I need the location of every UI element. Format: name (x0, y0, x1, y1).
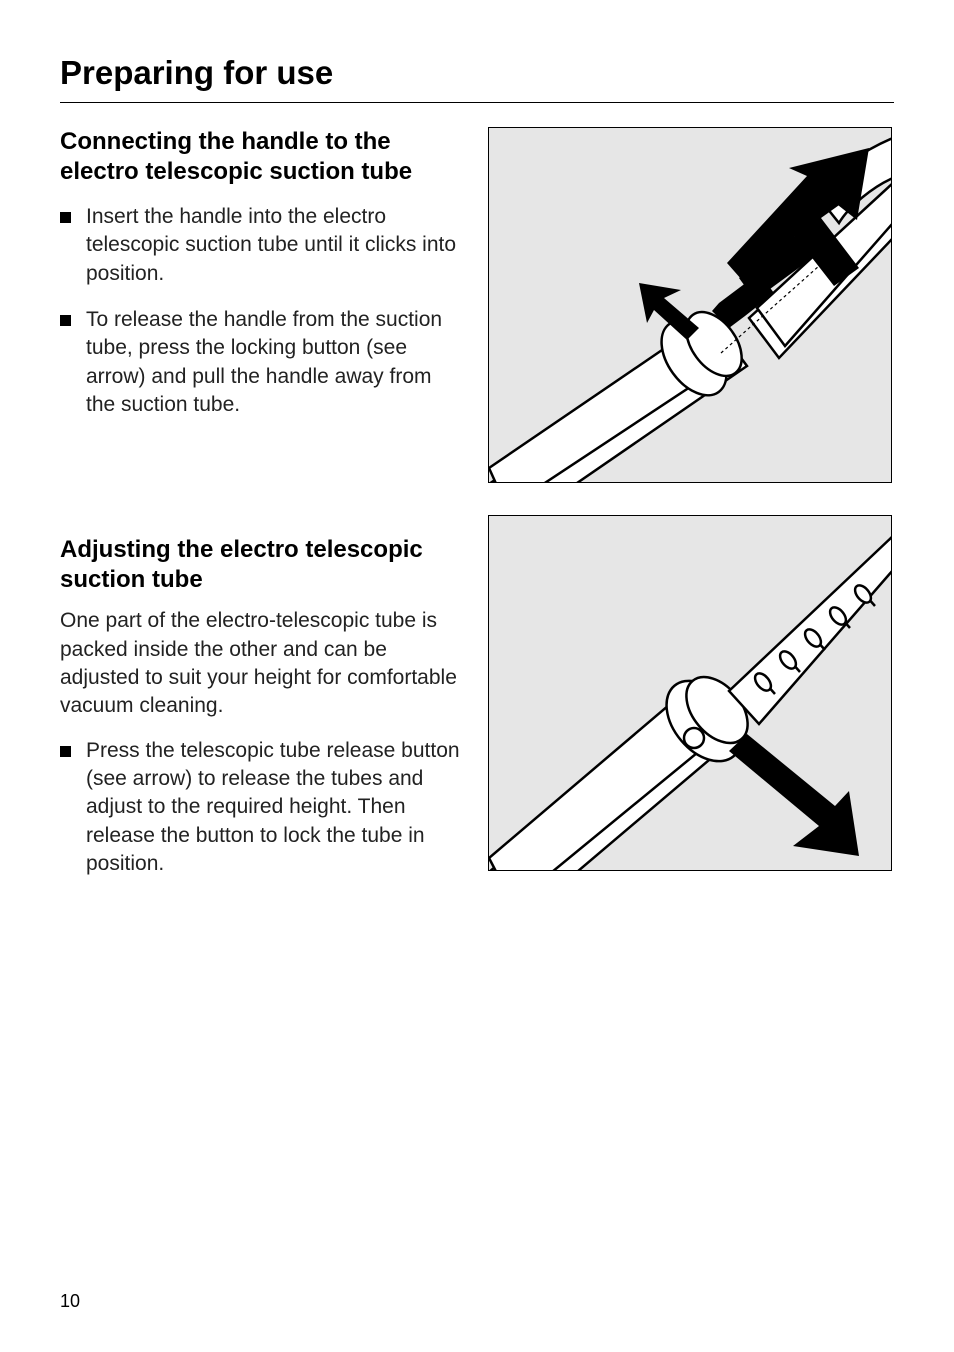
text-column: Connecting the handle to the electro tel… (60, 127, 460, 903)
illustration-column (488, 127, 894, 903)
content-columns: Connecting the handle to the electro tel… (60, 127, 894, 903)
section-heading: Adjusting the electro telescopic suction… (60, 535, 460, 595)
tube-adjustment-svg (489, 516, 892, 871)
page-title: Preparing for use (60, 54, 894, 92)
section-connecting-handle: Connecting the handle to the electro tel… (60, 127, 460, 419)
list-item: To release the handle from the suction t… (60, 306, 460, 419)
list-item: Press the telescopic tube release button… (60, 737, 460, 879)
bullet-list: Insert the handle into the electro teles… (60, 203, 460, 419)
section-heading: Connecting the handle to the electro tel… (60, 127, 460, 187)
manual-page: Preparing for use Connecting the handle … (0, 0, 954, 1352)
page-number: 10 (60, 1291, 80, 1312)
title-rule (60, 102, 894, 103)
bullet-list: Press the telescopic tube release button… (60, 737, 460, 879)
section-adjusting-tube: Adjusting the electro telescopic suction… (60, 535, 460, 878)
list-item: Insert the handle into the electro teles… (60, 203, 460, 288)
illustration-handle-connection (488, 127, 892, 483)
intro-paragraph: One part of the electro-telescopic tube … (60, 607, 460, 720)
spacer (60, 437, 460, 535)
handle-connection-svg (489, 128, 892, 483)
illustration-tube-adjustment (488, 515, 892, 871)
